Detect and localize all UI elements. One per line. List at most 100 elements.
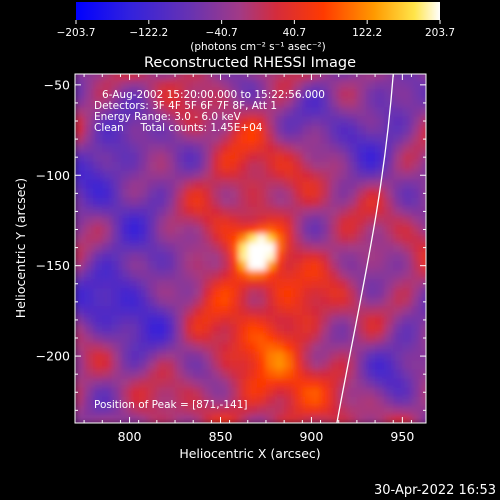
heatmap-cell — [102, 332, 113, 343]
heatmap-cell — [320, 314, 331, 325]
heatmap-cell — [302, 359, 313, 370]
heatmap-cell — [347, 359, 358, 370]
heatmap-cell — [247, 305, 258, 316]
heatmap-cell — [302, 206, 313, 216]
heatmap-cell — [284, 224, 294, 234]
heatmap-cell — [202, 97, 213, 108]
heatmap-cell — [84, 287, 94, 298]
heatmap-cell — [165, 305, 176, 316]
heatmap-cell — [175, 323, 185, 334]
heatmap-cell — [284, 269, 294, 280]
heatmap-cell — [229, 414, 240, 423]
heatmap-cell — [102, 206, 113, 216]
heatmap-cell — [247, 124, 258, 135]
heatmap-cell — [111, 178, 122, 189]
heatmap-cell — [356, 224, 367, 234]
heatmap-cell — [165, 133, 176, 144]
heatmap-cell — [420, 160, 426, 171]
heatmap-cell — [202, 332, 213, 343]
heatmap-cell — [284, 314, 294, 325]
heatmap-cell — [202, 206, 213, 216]
heatmap-cell — [220, 79, 231, 90]
heatmap-cell — [275, 350, 285, 361]
heatmap-cell — [329, 233, 340, 243]
heatmap-cell — [129, 178, 140, 189]
heatmap-cell — [329, 178, 340, 189]
heatmap-cell — [384, 133, 395, 144]
heatmap-cell — [138, 142, 149, 153]
heatmap-cell — [156, 377, 167, 388]
heatmap-cell — [202, 169, 213, 180]
heatmap-cell — [393, 323, 404, 334]
heatmap-cell — [238, 74, 249, 81]
heatmap-cell — [275, 178, 285, 189]
heatmap-cell — [302, 332, 313, 343]
heatmap-cell — [293, 368, 304, 379]
heatmap-cell — [347, 206, 358, 216]
heatmap-cell — [320, 414, 331, 423]
heatmap-cell — [338, 124, 349, 135]
heatmap-cell — [366, 233, 376, 243]
heatmap-cell — [247, 133, 258, 144]
heatmap-cell — [302, 169, 313, 180]
heatmap-cell — [238, 169, 249, 180]
heatmap-cell — [266, 350, 276, 361]
heatmap-cell — [147, 341, 158, 352]
heatmap-cell — [384, 350, 395, 361]
heatmap-cell — [320, 151, 331, 162]
heatmap-cell — [275, 224, 285, 234]
heatmap-cell — [138, 79, 149, 90]
heatmap-cell — [284, 178, 294, 189]
heatmap-cell — [138, 305, 149, 316]
heatmap-cell — [165, 368, 176, 379]
heatmap-cell — [175, 178, 185, 189]
heatmap-cell — [256, 332, 267, 343]
heatmap-cell — [156, 187, 167, 198]
heatmap-cell — [256, 296, 267, 307]
heatmap-cell — [111, 206, 122, 216]
heatmap-cell — [375, 368, 385, 379]
heatmap-cell — [266, 169, 276, 180]
heatmap-cell — [184, 350, 194, 361]
heatmap-cell — [111, 332, 122, 343]
heatmap-cell — [256, 160, 267, 171]
heatmap-cell — [165, 74, 176, 81]
heatmap-cell — [211, 368, 222, 379]
heatmap-cell — [275, 206, 285, 216]
heatmap-cell — [393, 350, 404, 361]
heatmap-cell — [256, 133, 267, 144]
heatmap-cell — [202, 178, 213, 189]
heatmap-cell — [247, 251, 258, 261]
heatmap-cell — [147, 88, 158, 99]
heatmap-cell — [229, 97, 240, 108]
heatmap-cell — [175, 414, 185, 423]
heatmap-cell — [129, 404, 140, 415]
heatmap-cell — [293, 133, 304, 144]
heatmap-cell — [184, 323, 194, 334]
colorbar-gradient — [76, 2, 440, 20]
heatmap-cell — [311, 197, 322, 207]
heatmap-cell — [302, 197, 313, 207]
heatmap-cell — [393, 206, 404, 216]
heatmap-cell — [93, 395, 104, 406]
y-tick-label: −50 — [44, 77, 70, 92]
heatmap-cell — [229, 79, 240, 90]
heatmap-cell — [220, 269, 231, 280]
heatmap-cell — [120, 395, 131, 406]
heatmap-cell — [102, 79, 113, 90]
heatmap-cell — [75, 124, 85, 135]
heatmap-cell — [402, 323, 413, 334]
heatmap-cell — [202, 74, 213, 81]
heatmap-cell — [129, 197, 140, 207]
heatmap-cell — [256, 414, 267, 423]
heatmap-cell — [338, 368, 349, 379]
heatmap-cell — [193, 377, 204, 388]
x-axis-label: Heliocentric X (arcsec) — [179, 446, 320, 461]
heatmap-cell — [93, 106, 104, 117]
heatmap-cell — [311, 74, 322, 81]
heatmap-cell — [75, 414, 85, 423]
heatmap-cell — [193, 332, 204, 343]
heatmap-cell — [420, 414, 426, 423]
heatmap-cell — [356, 395, 367, 406]
heatmap-cell — [102, 395, 113, 406]
